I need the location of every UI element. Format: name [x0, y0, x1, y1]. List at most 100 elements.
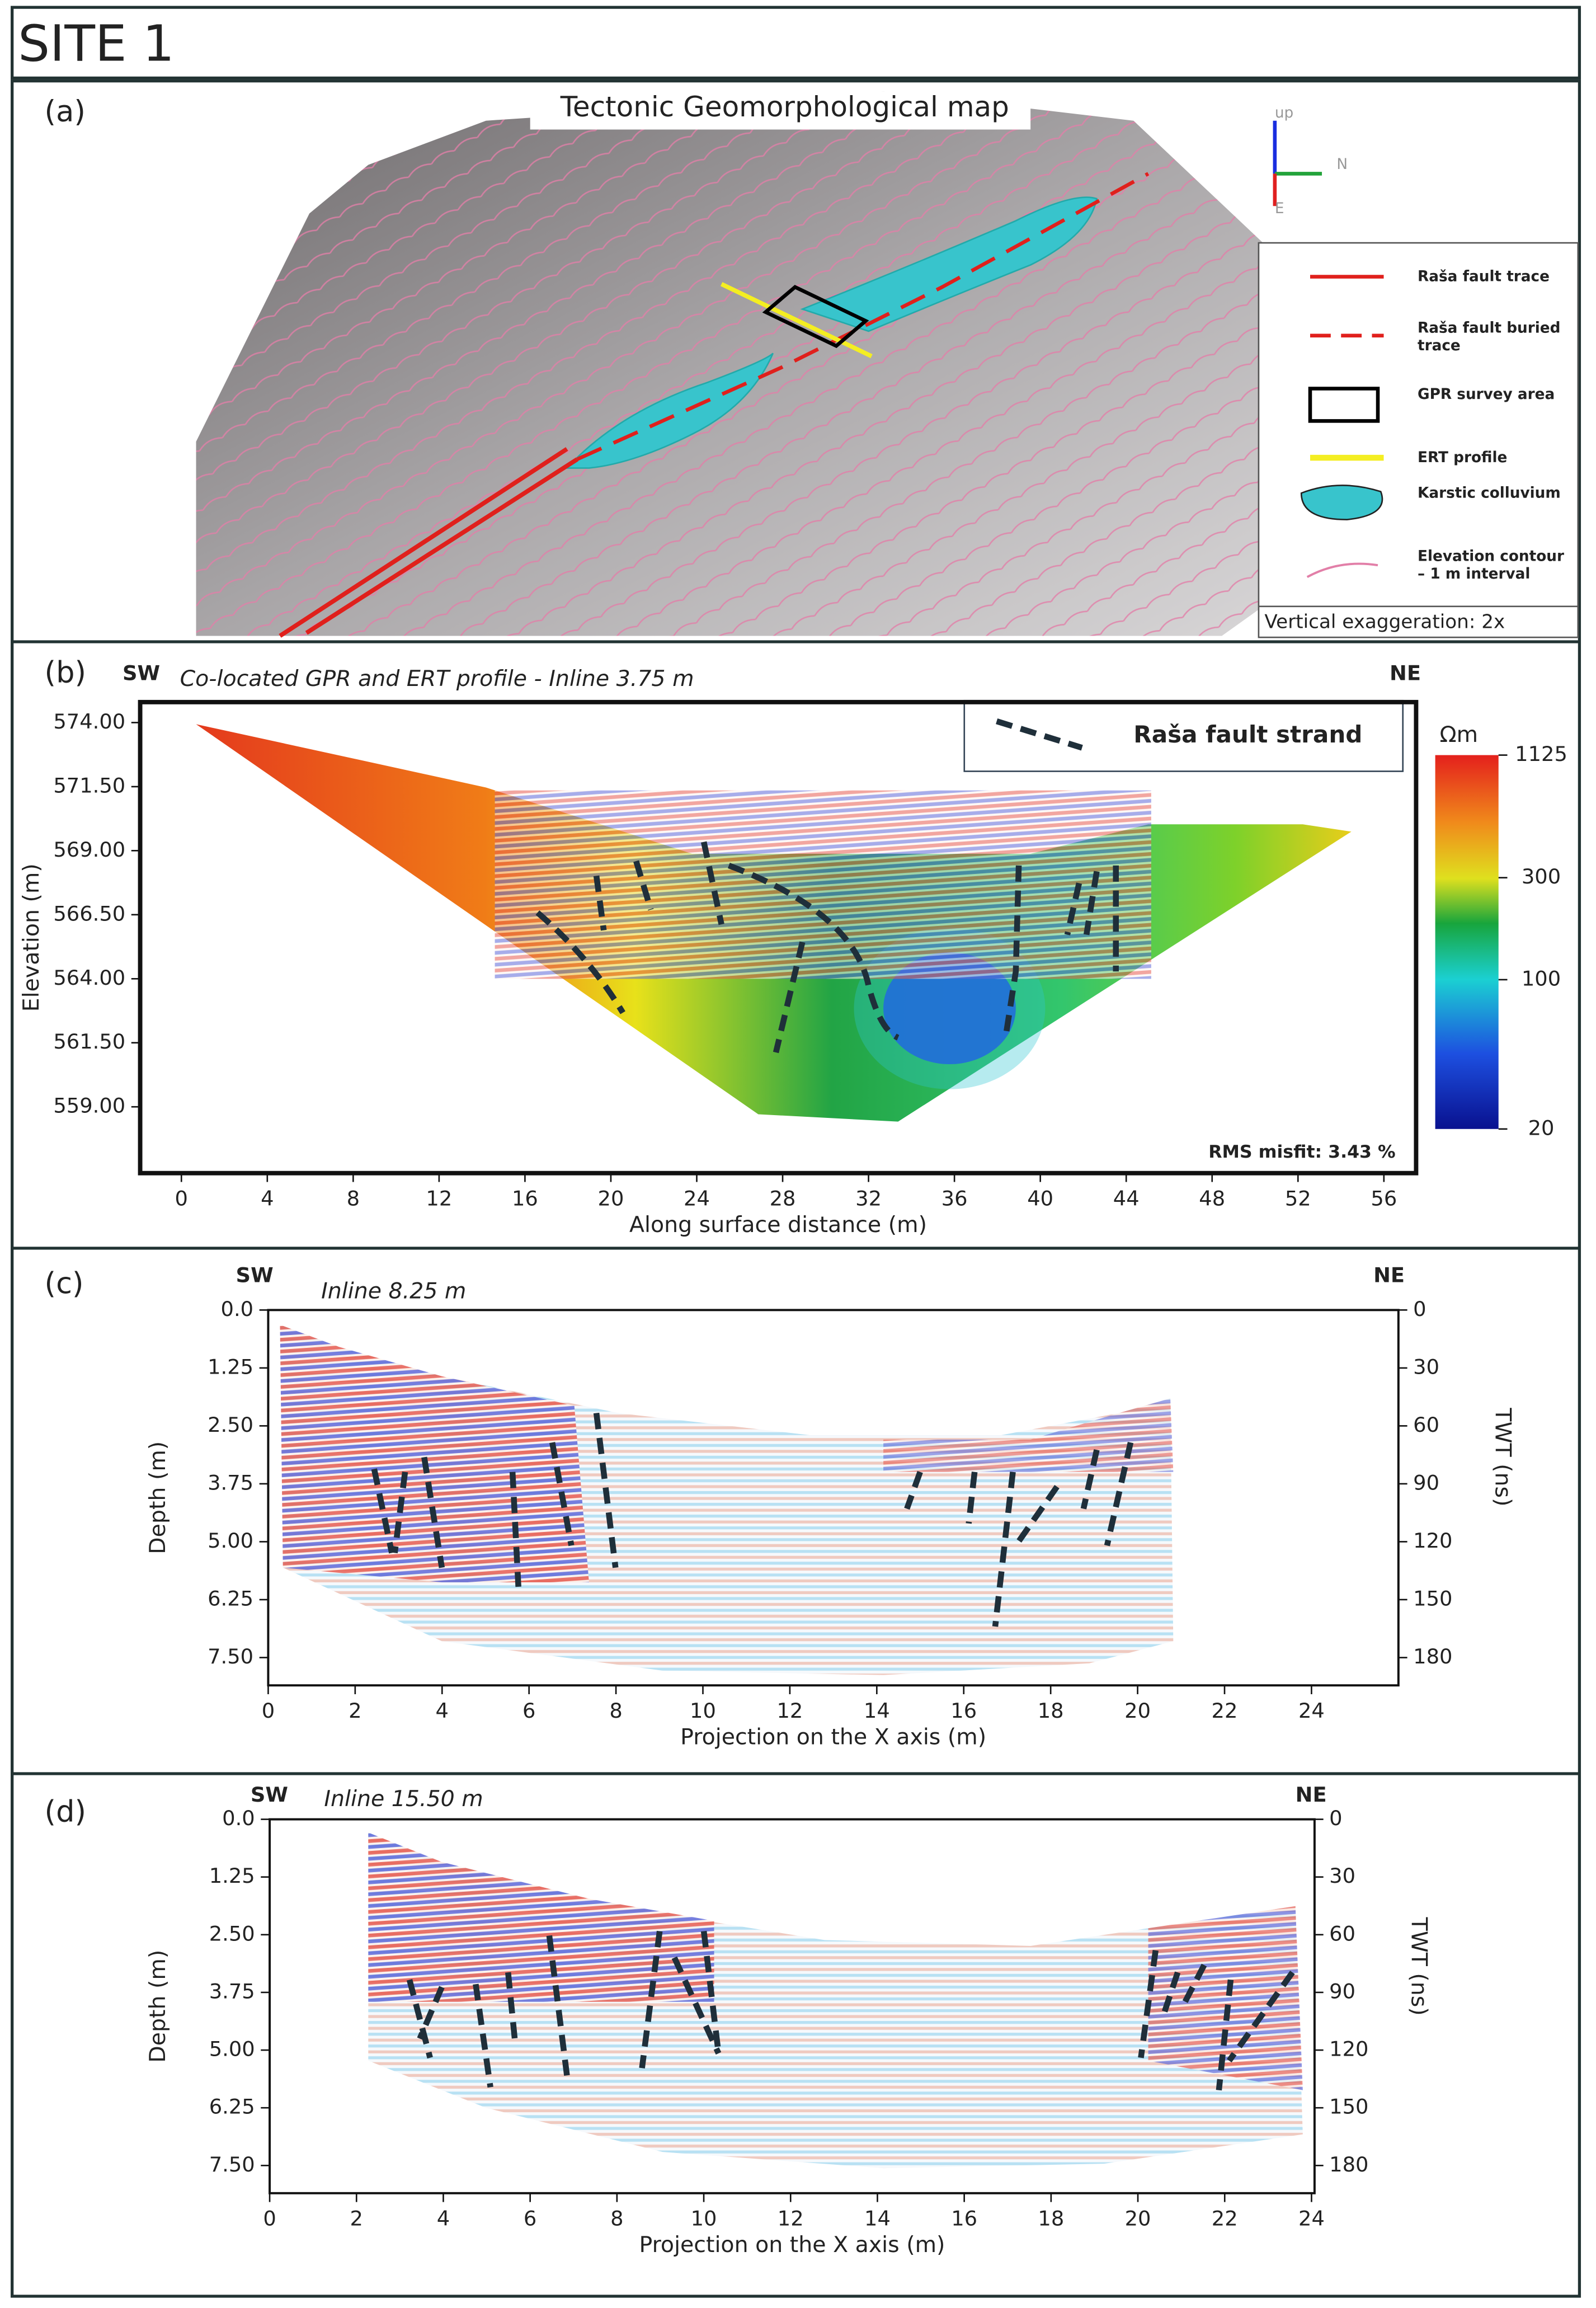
gpr-strong	[280, 1324, 589, 1583]
x-tick-label: 4	[437, 2207, 450, 2231]
y2-tick-label: 60	[1413, 1413, 1439, 1437]
y-tick-label: 7.50	[209, 2152, 255, 2177]
x-tick-label: 0	[262, 1699, 275, 1723]
x-tick-label: 24	[684, 1187, 710, 1211]
y-tick-label: 564.00	[53, 966, 125, 990]
x-tick-label: 20	[598, 1187, 624, 1211]
y-tick-label: 0.0	[221, 1297, 254, 1321]
y2-axis-label: TWT (ns)	[1490, 1407, 1515, 1506]
y-tick-label: 5.00	[208, 1529, 253, 1553]
y-tick-label: 1.25	[209, 1864, 255, 1888]
strand-symbol	[996, 718, 1083, 751]
y2-tick-label: 30	[1413, 1355, 1439, 1379]
misfit: RMS misfit: 3.43 %	[1208, 1142, 1395, 1162]
x-axis-label: Along surface distance (m)	[629, 1212, 927, 1238]
x-tick-label: 20	[1124, 1699, 1151, 1723]
figure-title: SITE 1	[18, 15, 175, 73]
gpr-overlay	[495, 790, 1151, 979]
x-axis-label: Projection on the X axis (m)	[639, 2232, 945, 2258]
x-tick-label: 44	[1113, 1187, 1140, 1211]
y-tick-label: 6.25	[209, 2095, 255, 2119]
direction: NE	[1296, 1783, 1327, 1807]
x-tick-label: 12	[426, 1187, 452, 1211]
x-tick-label: 24	[1298, 1699, 1325, 1723]
strand-legend	[963, 699, 1404, 772]
colorbar-tick-label: 1125	[1515, 742, 1567, 766]
gpr-area	[762, 285, 869, 349]
direction: SW	[123, 661, 160, 685]
y2-tick-label: 150	[1413, 1586, 1452, 1610]
ert-profile	[720, 282, 873, 359]
fault-buried	[576, 172, 1150, 461]
colorbar-tick-label: 20	[1528, 1116, 1555, 1140]
y-tick-label: 574.00	[53, 709, 125, 734]
x-tick-label: 14	[864, 1699, 890, 1723]
colorbar-unit: Ωm	[1440, 722, 1479, 748]
fault-trace	[279, 447, 568, 638]
compass-label: N	[1336, 156, 1348, 173]
panel-label: (d)	[45, 1795, 86, 1829]
compass: up N E	[1273, 105, 1348, 217]
x-tick-label: 8	[610, 2207, 623, 2231]
x-tick-label: 40	[1027, 1187, 1053, 1211]
profile-title: Inline 15.50 m	[324, 1786, 483, 1812]
x-tick-label: 14	[864, 2207, 891, 2231]
y2-tick-label: 30	[1329, 1864, 1355, 1888]
x-tick-label: 16	[512, 1187, 538, 1211]
colorbar	[1435, 755, 1499, 1129]
compass-label: up	[1275, 105, 1293, 121]
y-tick-label: 566.50	[53, 901, 125, 925]
x-tick-label: 8	[347, 1187, 360, 1211]
x-tick-label: 18	[1038, 1699, 1064, 1723]
legend-text: ERT profile	[1418, 449, 1507, 466]
y-axis-label: Elevation (m)	[18, 863, 44, 1012]
legend-text: Elevation contour – 1 m interval	[1418, 548, 1564, 582]
colluvium	[800, 196, 1098, 332]
x-tick-label: 2	[349, 1699, 361, 1723]
y-tick-label: 0.0	[222, 1806, 255, 1830]
contours	[196, 91, 1263, 636]
x-tick-label: 22	[1212, 1699, 1238, 1723]
fault-strands	[535, 841, 1119, 1054]
legend-text: Raša fault buried trace	[1418, 319, 1560, 354]
y-tick-label: 6.25	[208, 1586, 253, 1610]
fault-trace	[305, 457, 579, 635]
direction: NE	[1390, 661, 1421, 685]
profile-title: Inline 8.25 m	[321, 1278, 466, 1304]
x-tick-label: 10	[690, 1699, 716, 1723]
strand-legend-text: Raša fault strand	[1133, 721, 1362, 748]
y-tick-label: 2.50	[209, 1921, 255, 1945]
x-tick-label: 6	[522, 1699, 535, 1723]
y-tick-label: 561.50	[53, 1030, 125, 1054]
y2-tick-label: 180	[1329, 2152, 1368, 2177]
x-tick-label: 24	[1298, 2207, 1325, 2231]
y-tick-label: 1.25	[208, 1355, 253, 1379]
map-legend-items	[1300, 275, 1384, 578]
y2-tick-label: 0	[1329, 1806, 1342, 1830]
x-tick-label: 52	[1285, 1187, 1311, 1211]
panel-label: (b)	[45, 656, 86, 690]
fault-strands	[371, 1412, 1134, 1627]
y-tick-label: 3.75	[209, 1979, 255, 2003]
y-tick-label: 3.75	[208, 1470, 253, 1494]
x-tick-label: 48	[1199, 1187, 1225, 1211]
y2-tick-label: 60	[1329, 1921, 1355, 1945]
x-tick-label: 4	[436, 1699, 449, 1723]
y2-tick-label: 0	[1413, 1297, 1426, 1321]
plot-frame	[138, 699, 1419, 1176]
title-frame	[11, 6, 1581, 80]
x-tick-label: 4	[261, 1187, 274, 1211]
x-tick-label: 28	[770, 1187, 796, 1211]
y2-tick-label: 150	[1329, 2095, 1368, 2119]
y-axis-label: Depth (m)	[145, 1441, 171, 1554]
x-tick-label: 32	[855, 1187, 882, 1211]
legend-text: Karstic colluvium	[1418, 485, 1561, 501]
y-tick-label: 5.00	[209, 2037, 255, 2061]
x-tick-label: 56	[1371, 1187, 1397, 1211]
y-axis-label: Depth (m)	[145, 1950, 171, 2063]
y2-tick-label: 90	[1329, 1979, 1355, 2003]
fault-strands	[406, 1930, 1295, 2091]
map-legend	[1258, 242, 1579, 638]
profile-title: Co-located GPR and ERT profile - Inline …	[180, 666, 694, 692]
x-axis-label: Projection on the X axis (m)	[680, 1724, 986, 1750]
